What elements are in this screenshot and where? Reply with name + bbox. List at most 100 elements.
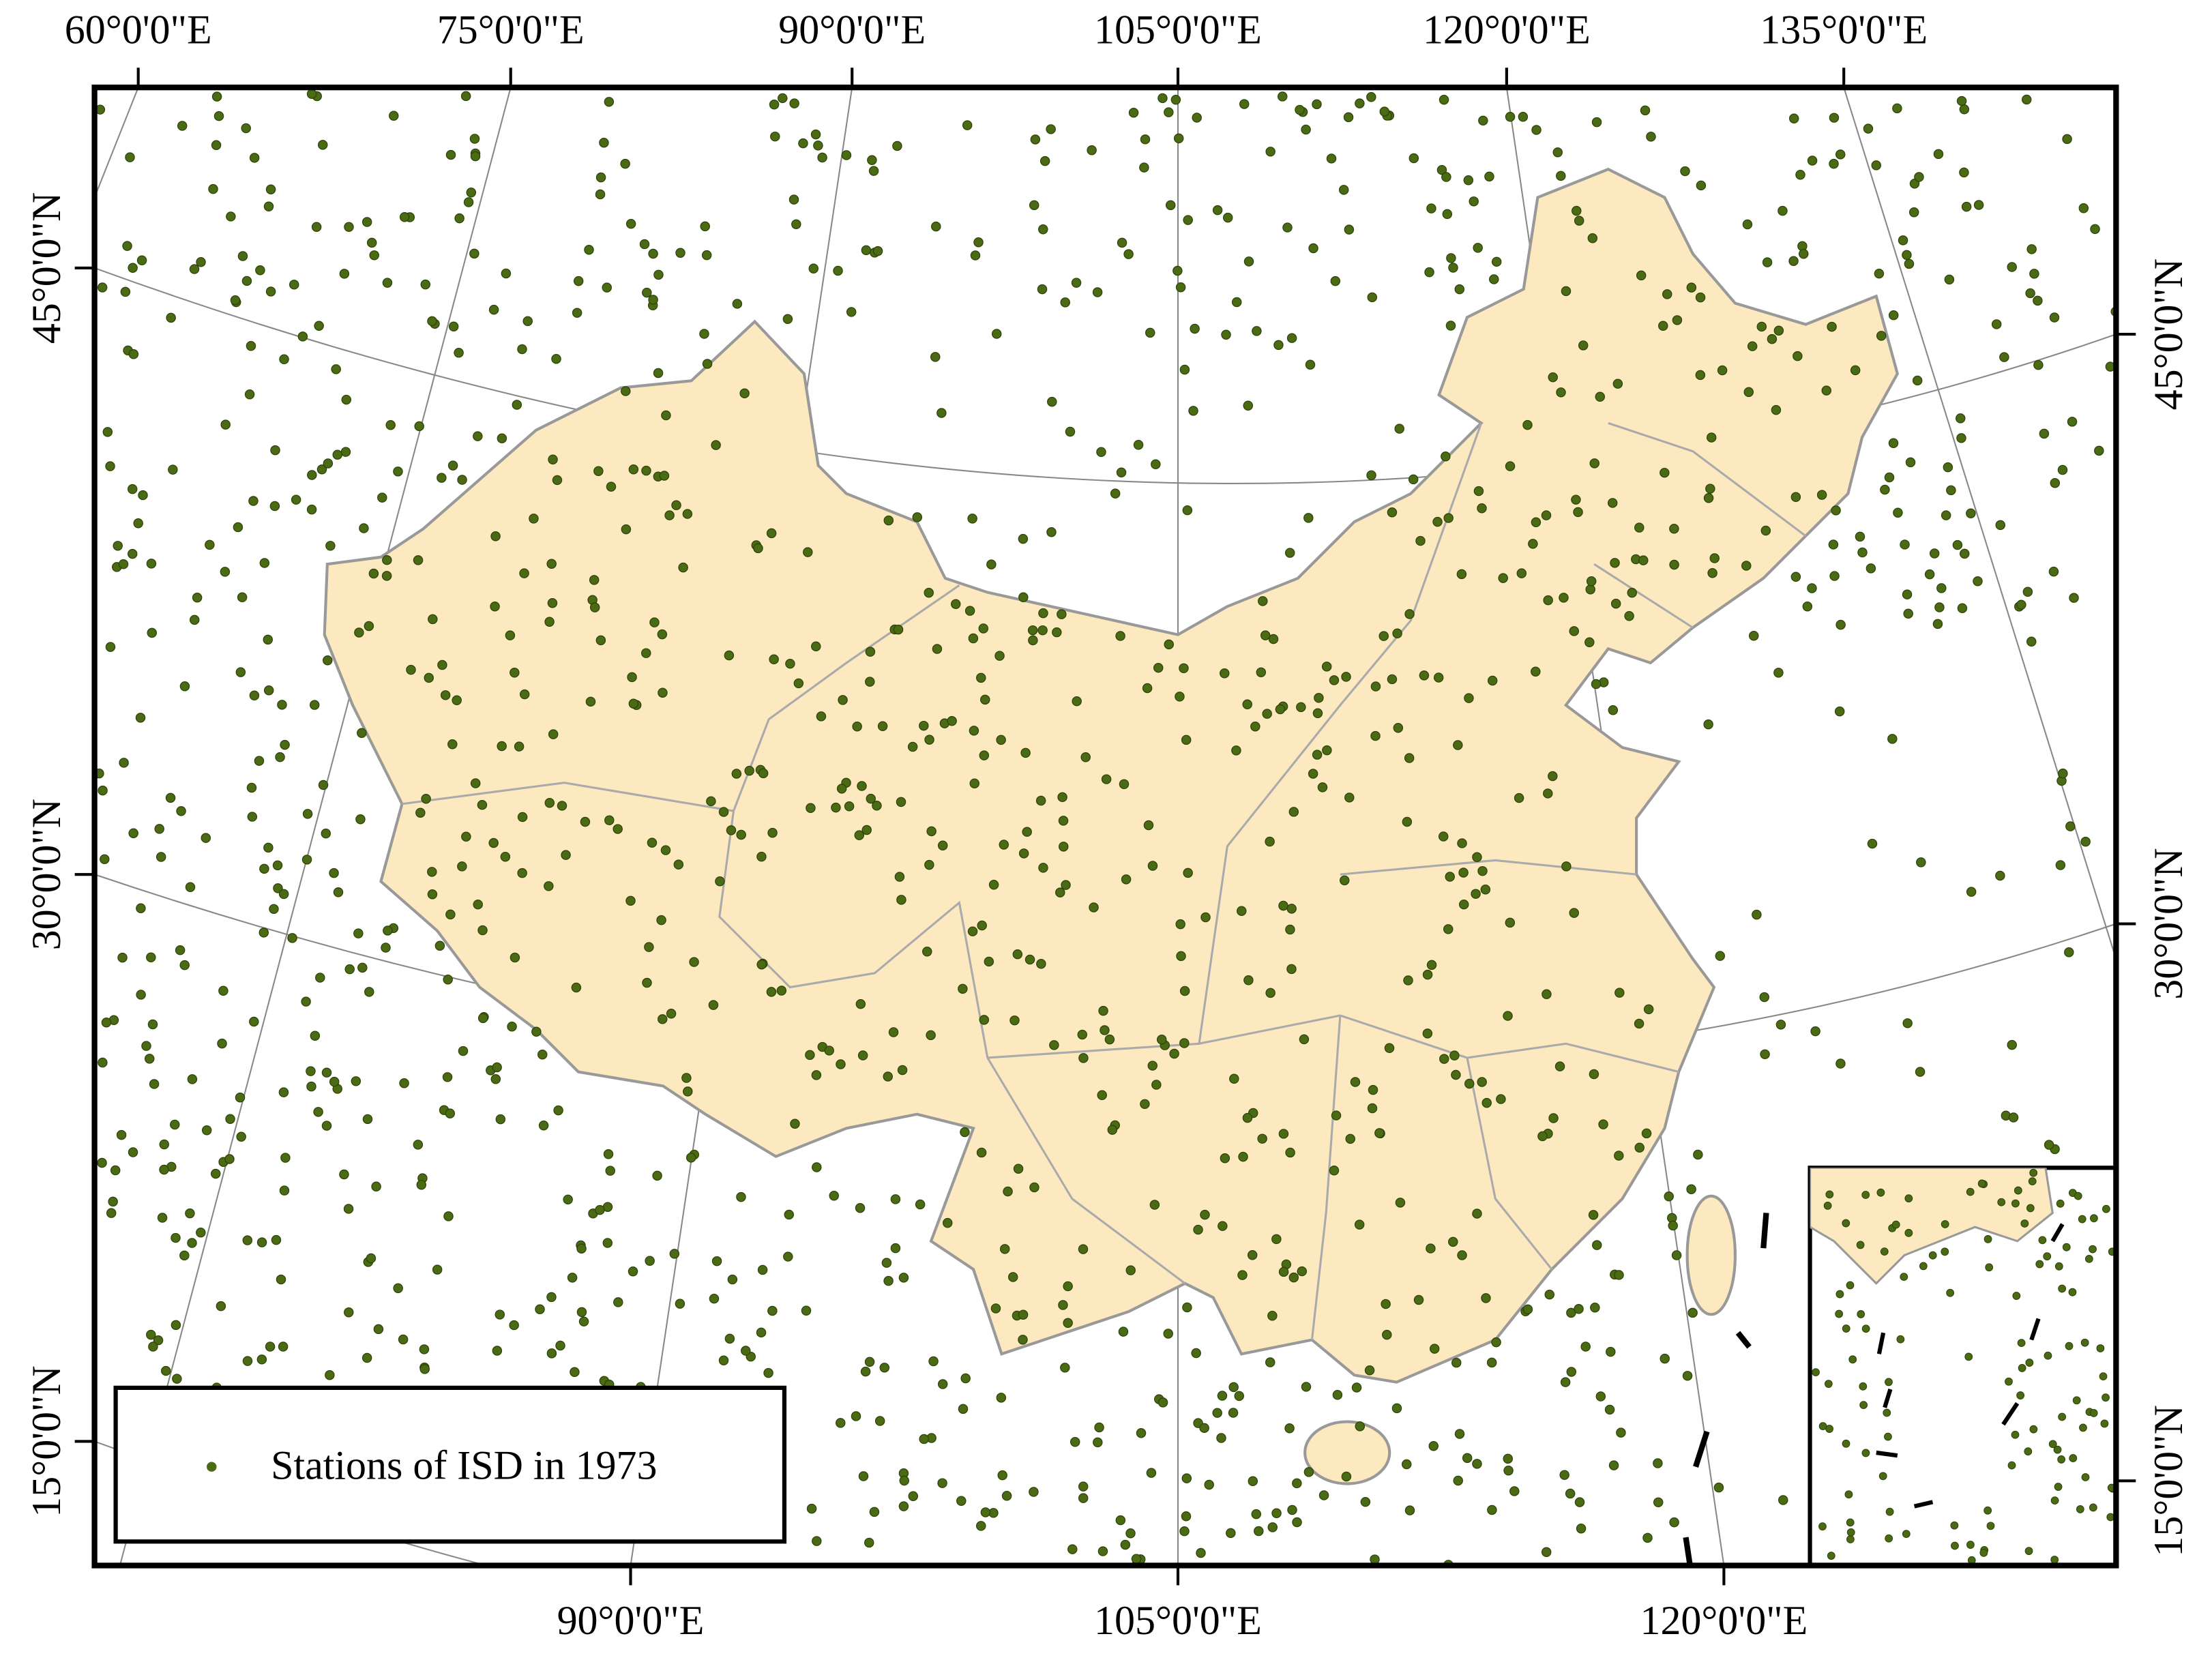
station [2007, 1461, 2016, 1470]
station [156, 852, 166, 862]
station [1143, 820, 1154, 831]
station [1867, 838, 1878, 849]
station [1419, 670, 1430, 681]
station [1578, 340, 1589, 351]
station [922, 947, 932, 957]
station [1147, 861, 1158, 871]
station [2084, 1254, 2093, 1263]
station [1404, 753, 1415, 763]
station [1610, 598, 1621, 609]
station [125, 152, 135, 162]
station [864, 1537, 874, 1548]
station [1641, 1128, 1652, 1139]
station [187, 1074, 198, 1084]
station [1456, 569, 1467, 580]
station [1165, 200, 1176, 211]
stations [94, 89, 2117, 1566]
station [1966, 887, 1977, 897]
station [897, 1065, 908, 1076]
station [589, 602, 600, 612]
station [675, 1299, 685, 1309]
station [141, 1041, 151, 1051]
station [1164, 107, 1174, 117]
station [852, 721, 862, 732]
station [996, 735, 1006, 745]
station [2014, 1186, 2022, 1195]
station [325, 1370, 335, 1380]
station [355, 814, 366, 825]
station [144, 1054, 155, 1064]
station [1634, 522, 1645, 533]
station [189, 614, 200, 625]
station [1793, 351, 1803, 361]
station [1228, 1408, 1239, 1418]
station [548, 729, 559, 739]
station [1089, 902, 1099, 913]
station [857, 781, 867, 791]
station [101, 1018, 112, 1028]
station [1265, 147, 1275, 157]
station [810, 129, 821, 140]
station [2049, 312, 2060, 323]
station [265, 286, 276, 297]
station [1175, 282, 1186, 293]
station [159, 1164, 169, 1175]
station [1286, 333, 1297, 343]
station [1329, 675, 1340, 685]
station [980, 1507, 991, 1517]
station [1902, 1018, 1913, 1028]
station [675, 248, 685, 258]
station [1123, 249, 1134, 259]
station [1604, 1404, 1615, 1415]
station [1624, 611, 1634, 621]
station [801, 1305, 812, 1316]
station [413, 555, 424, 565]
station [595, 635, 606, 646]
station [1571, 494, 1581, 505]
station [110, 1165, 121, 1176]
station [519, 568, 529, 578]
station [201, 1125, 212, 1136]
station [724, 650, 735, 661]
station [329, 868, 339, 878]
station [708, 1000, 719, 1010]
station [1060, 1363, 1070, 1373]
station [224, 1154, 235, 1164]
station [785, 658, 795, 669]
station [1308, 243, 1318, 254]
station [321, 1121, 332, 1131]
station [976, 672, 986, 683]
station [1072, 696, 1082, 707]
station [996, 1393, 1007, 1403]
station [116, 1129, 127, 1140]
station [1825, 1425, 1833, 1433]
station [1835, 149, 1846, 160]
station [864, 1357, 875, 1367]
station [353, 928, 364, 938]
station [1296, 702, 1306, 713]
station [1104, 1034, 1115, 1045]
station [1284, 548, 1295, 558]
station [1844, 1490, 1853, 1499]
station [1585, 584, 1595, 595]
station [118, 559, 129, 569]
station [1013, 1164, 1024, 1174]
station [1163, 1329, 1173, 1339]
station [1287, 1505, 1297, 1515]
station [1944, 274, 1955, 285]
top-label: 105°0'0"E [1094, 7, 1262, 52]
station [2024, 1547, 2033, 1556]
station [313, 1107, 323, 1117]
station [1303, 513, 1314, 523]
station [628, 698, 639, 709]
station [1433, 672, 1444, 683]
station [1767, 334, 1778, 344]
station [1486, 1357, 1497, 1368]
station [1904, 1194, 1913, 1203]
station [329, 1076, 340, 1087]
station [1696, 180, 1707, 191]
station [2080, 836, 2091, 847]
station [1829, 571, 1840, 581]
station [1439, 94, 1449, 105]
station [2008, 1112, 2019, 1123]
